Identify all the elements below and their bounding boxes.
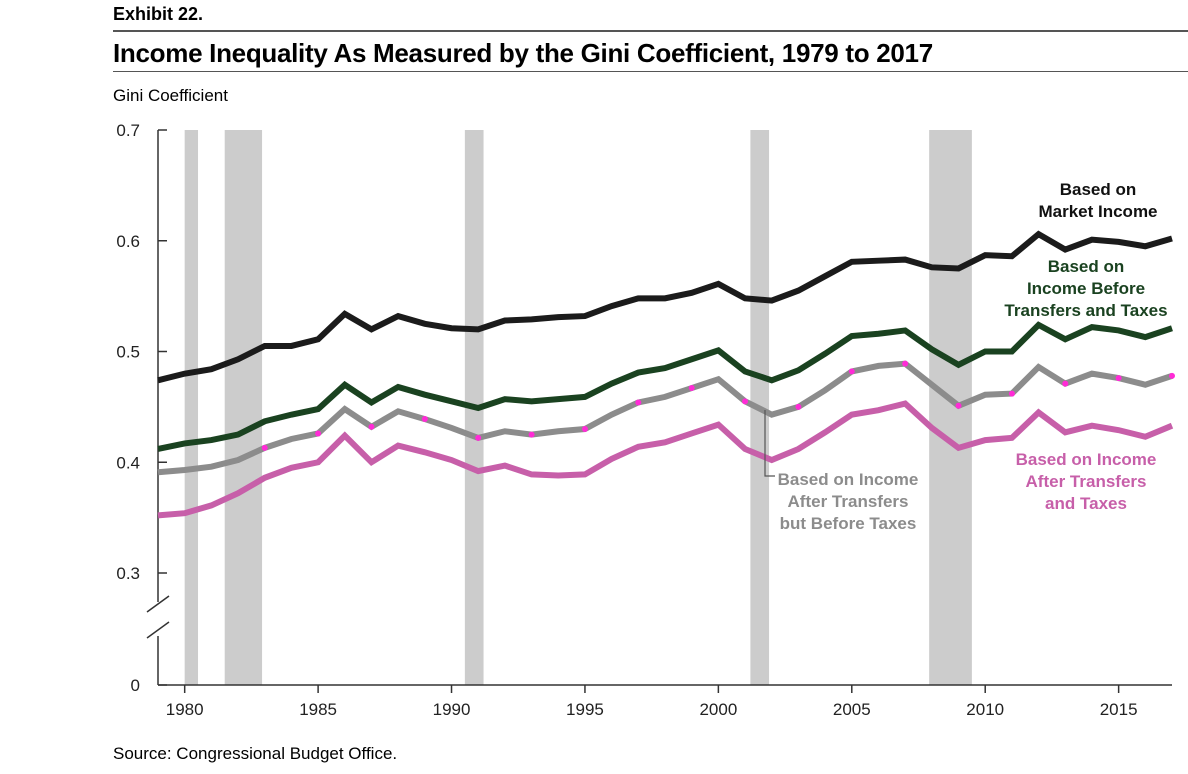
axis-break-mark-lower bbox=[146, 621, 170, 639]
series-point bbox=[848, 368, 855, 375]
y-tick-label: 0 bbox=[131, 676, 140, 695]
series-point bbox=[315, 430, 322, 437]
recession-band-4 bbox=[929, 130, 972, 685]
series-label-line: Based on bbox=[1048, 257, 1125, 276]
axis-break-mark-upper bbox=[146, 595, 170, 613]
label-leader-line bbox=[764, 410, 775, 477]
series-point bbox=[421, 416, 428, 423]
y-tick-label: 0.5 bbox=[116, 343, 140, 362]
x-tick-label: 2000 bbox=[699, 700, 737, 719]
top-rule bbox=[113, 30, 1188, 32]
y-tick-label: 0.3 bbox=[116, 564, 140, 583]
series-labels: Based on Market Income Based on Income Befo… bbox=[764, 180, 1168, 533]
x-tick-label: 1985 bbox=[299, 700, 337, 719]
series-label-0: Based on Market Income bbox=[1038, 180, 1157, 221]
series-label-line: Market Income bbox=[1038, 202, 1157, 221]
y-tick-label: 0.7 bbox=[116, 121, 140, 140]
series-point bbox=[795, 403, 802, 410]
series-label-line: but Before Taxes bbox=[780, 514, 917, 533]
series-label-line: After Transfers bbox=[1026, 472, 1147, 491]
series-point bbox=[1115, 375, 1122, 382]
series-label-line: Based on Income bbox=[778, 470, 919, 489]
series-label-line: Transfers and Taxes bbox=[1004, 301, 1167, 320]
y-tick-label: 0.6 bbox=[116, 232, 140, 251]
series-point bbox=[1062, 380, 1069, 387]
series-point bbox=[635, 399, 642, 406]
y-tick-label: 0.4 bbox=[116, 453, 140, 472]
recession-band-1 bbox=[224, 130, 263, 685]
series-point bbox=[528, 431, 535, 438]
series-point bbox=[955, 402, 962, 409]
x-tick-label: 1990 bbox=[433, 700, 471, 719]
chart-title: Income Inequality As Measured by the Gin… bbox=[113, 38, 933, 68]
series-label-line: Income Before bbox=[1027, 279, 1145, 298]
y-axis-label: Gini Coefficient bbox=[113, 86, 228, 105]
series-point bbox=[1008, 390, 1015, 397]
series-line-0 bbox=[157, 230, 1173, 384]
x-tick-label: 1995 bbox=[566, 700, 604, 719]
series-label-2: Based on Income After Transfers but Before… bbox=[778, 470, 919, 533]
series-label-line: After Transfers bbox=[788, 492, 909, 511]
series-point bbox=[902, 360, 909, 367]
series-lines bbox=[157, 230, 1175, 519]
series-point bbox=[581, 426, 588, 433]
series-line-3 bbox=[157, 400, 1174, 519]
recession-band-0 bbox=[184, 130, 199, 685]
x-tick-label: 1980 bbox=[166, 700, 204, 719]
series-line-1 bbox=[157, 321, 1173, 452]
series-label-line: and Taxes bbox=[1045, 494, 1127, 513]
series-point bbox=[688, 385, 695, 392]
series-point bbox=[368, 423, 375, 430]
series-point bbox=[261, 444, 268, 451]
title-rule bbox=[113, 71, 1188, 72]
source-note: Source: Congressional Budget Office. bbox=[113, 744, 398, 763]
series-line-2 bbox=[157, 360, 1173, 476]
recession-bands bbox=[184, 130, 972, 685]
x-tick-label: 2015 bbox=[1100, 700, 1138, 719]
series-point bbox=[475, 434, 482, 441]
series-label-line: Based on Income bbox=[1016, 450, 1157, 469]
x-tick-label: 2005 bbox=[833, 700, 871, 719]
series-point bbox=[1169, 372, 1175, 379]
series-label-1: Based on Income Before Transfers and Taxes bbox=[1004, 257, 1167, 320]
exhibit-number: Exhibit 22. bbox=[113, 4, 204, 24]
x-tick-label: 2010 bbox=[966, 700, 1004, 719]
axes: 0.7 0.6 0.5 0.4 0.3 0 1980 1985 1990 1995 2000 2005… bbox=[116, 121, 1172, 719]
series-label-line: Based on bbox=[1060, 180, 1137, 199]
series-point bbox=[742, 398, 749, 405]
series-label-3: Based on Income After Transfers and Taxes bbox=[1016, 450, 1157, 513]
